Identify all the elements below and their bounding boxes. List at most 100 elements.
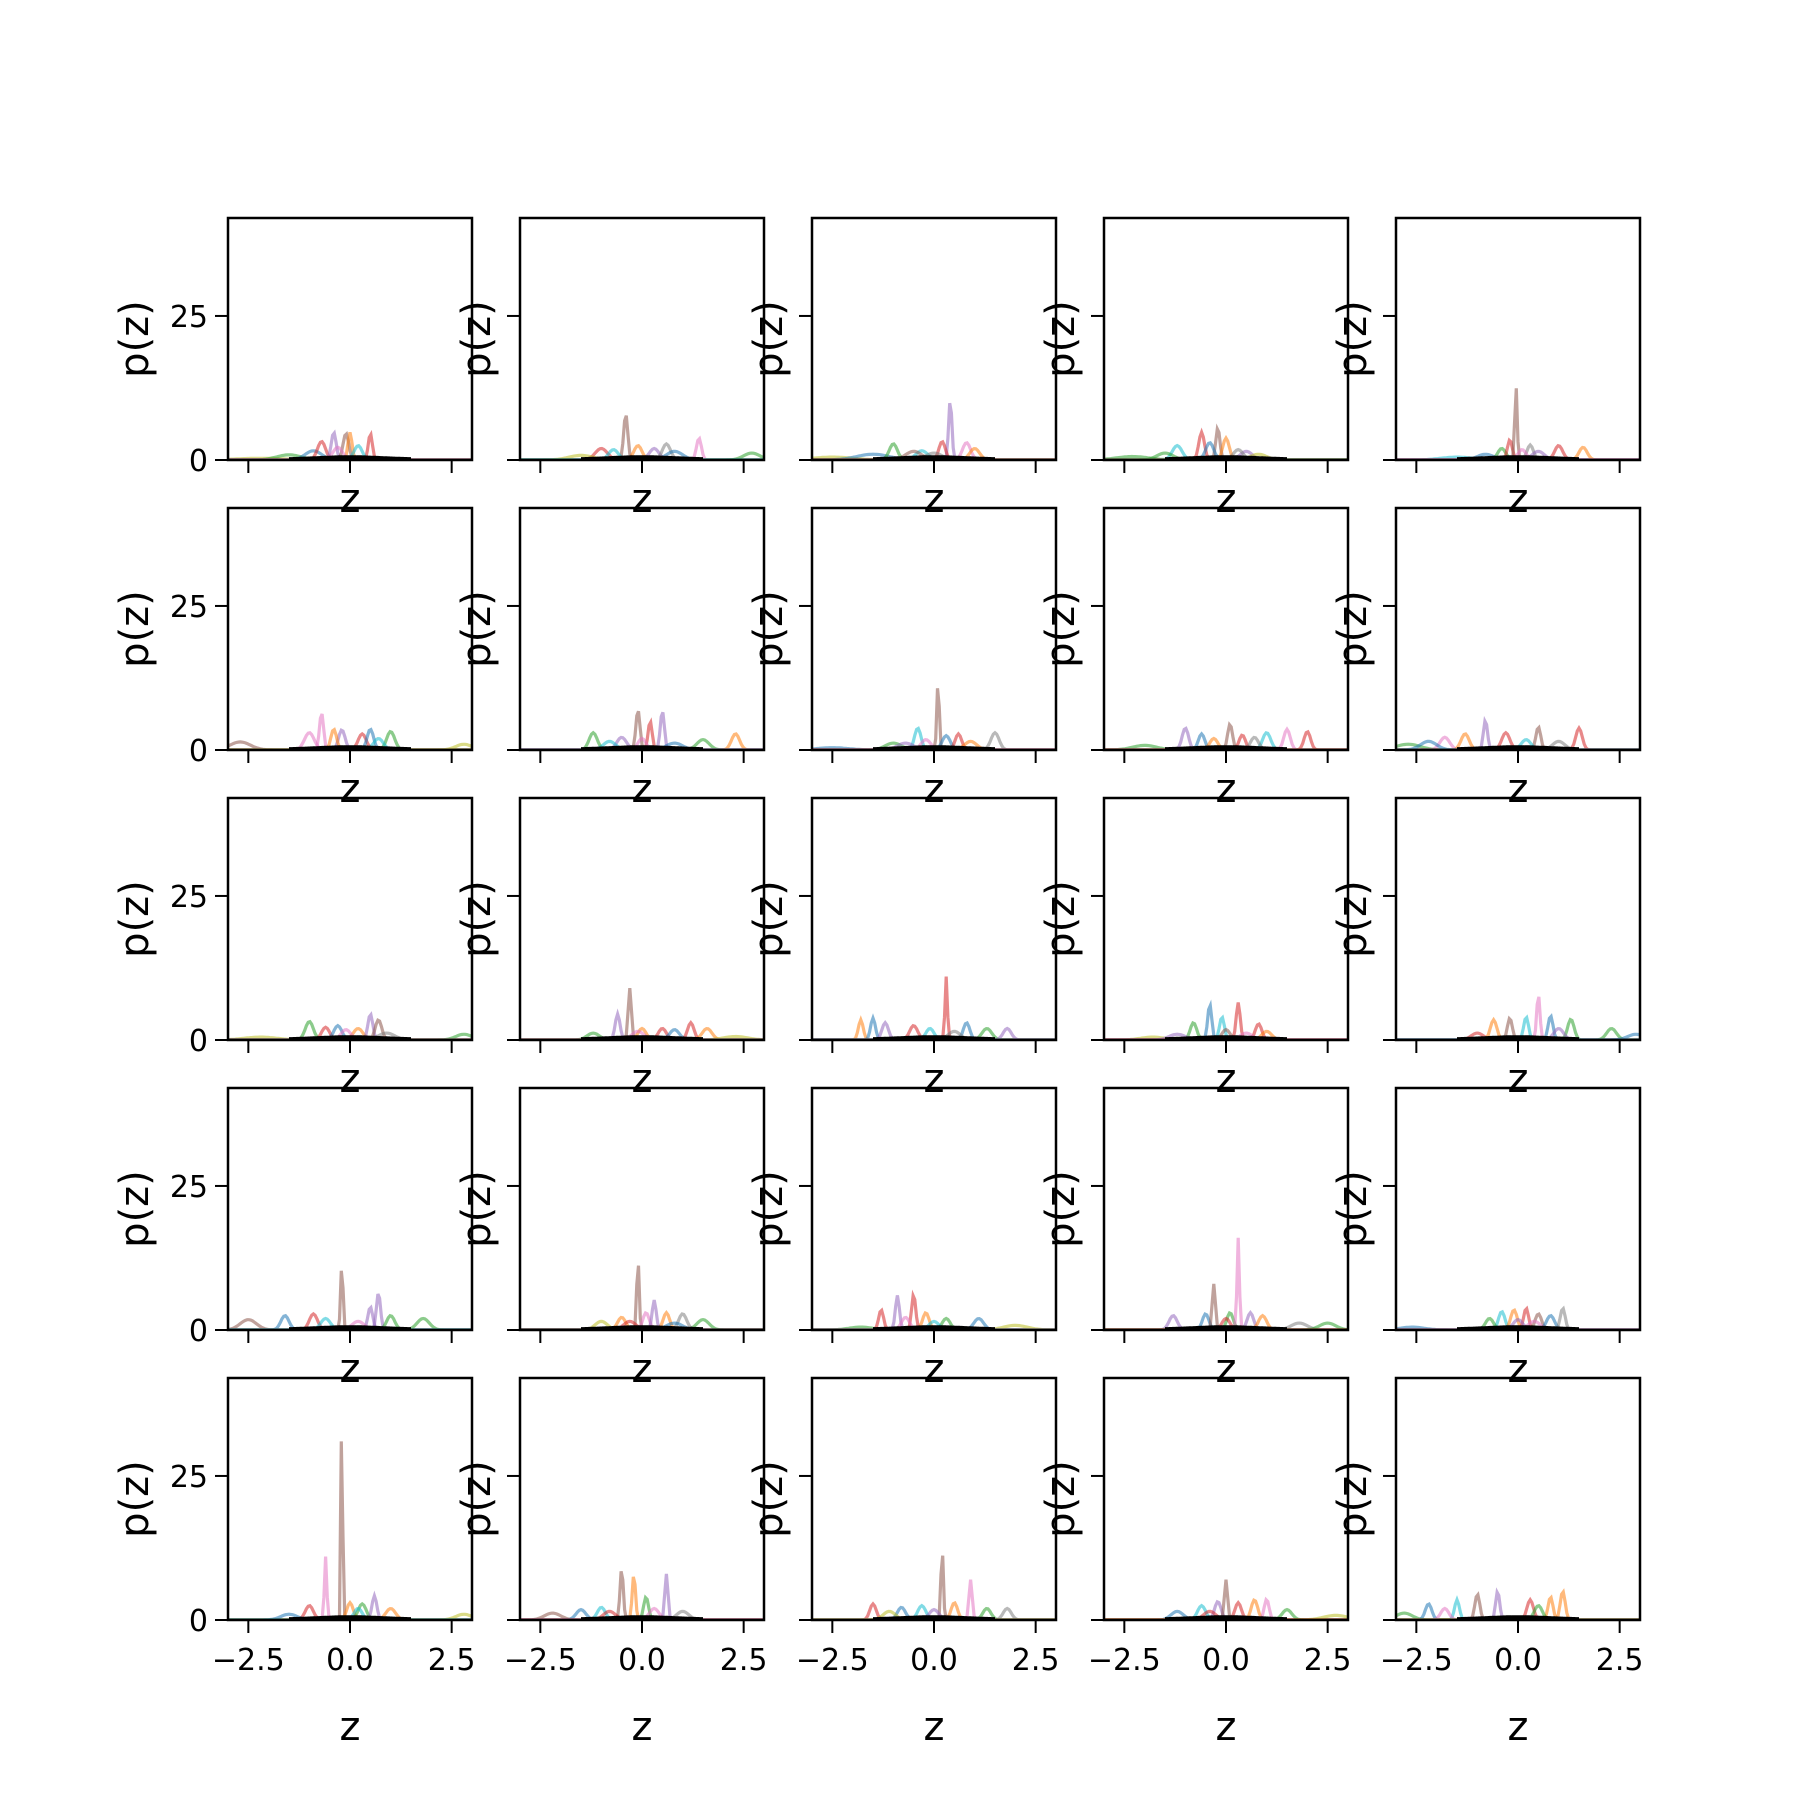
subplot-5-1: 0 25 −2.5 0.0 2.5 z p(z) bbox=[112, 1376, 476, 1750]
series-line bbox=[1396, 739, 1640, 750]
axes-frame bbox=[226, 796, 474, 1042]
x-tick-label: 0.0 bbox=[1494, 1643, 1542, 1678]
series-line bbox=[812, 451, 1056, 460]
x-axis-label: z bbox=[632, 1056, 653, 1102]
x-axis-label: z bbox=[1508, 1056, 1529, 1102]
x-tick-label: 2.5 bbox=[1304, 1643, 1352, 1678]
subplot-1-5: z p(z) bbox=[1330, 216, 1642, 522]
y-tick-label: 25 bbox=[170, 1460, 208, 1495]
series-group bbox=[1396, 1305, 1640, 1330]
axes-frame bbox=[1102, 216, 1350, 462]
subplot-1-1: 0 25 z p(z) bbox=[112, 216, 474, 522]
x-axis-label: z bbox=[1508, 766, 1529, 812]
series-group bbox=[520, 710, 764, 750]
series-line bbox=[520, 1310, 764, 1330]
series-line bbox=[1104, 1035, 1348, 1040]
x-tick-label: −2.5 bbox=[796, 1643, 869, 1678]
subplot-3-5: z p(z) bbox=[1330, 796, 1642, 1102]
series-line bbox=[1104, 1321, 1348, 1330]
y-axis-label: p(z) bbox=[112, 880, 158, 958]
x-axis-label: z bbox=[1508, 1704, 1529, 1750]
y-axis-label: p(z) bbox=[454, 1170, 500, 1248]
x-axis-label: z bbox=[1216, 1346, 1237, 1392]
subplot-2-1: 0 25 z p(z) bbox=[112, 506, 474, 812]
axes-frame bbox=[518, 506, 766, 752]
axes-frame bbox=[810, 216, 1058, 462]
axes-frame bbox=[1102, 796, 1350, 1042]
y-axis-label: p(z) bbox=[454, 590, 500, 668]
series-line bbox=[1104, 1237, 1348, 1330]
y-axis-label: p(z) bbox=[112, 590, 158, 668]
subplot-4-3: z p(z) bbox=[746, 1086, 1058, 1392]
axes-frame bbox=[518, 796, 766, 1042]
x-tick-label: 2.5 bbox=[428, 1643, 476, 1678]
series-group bbox=[1396, 1587, 1640, 1620]
series-group bbox=[520, 1570, 764, 1620]
subplot-5-5: −2.5 0.0 2.5 z p(z) bbox=[1330, 1376, 1644, 1750]
series-line bbox=[1104, 721, 1348, 750]
series-line bbox=[520, 710, 764, 750]
series-line bbox=[1396, 388, 1640, 460]
axes-frame bbox=[226, 1376, 474, 1622]
subplot-1-4: z p(z) bbox=[1038, 216, 1350, 522]
x-axis-label: z bbox=[340, 1056, 361, 1102]
series-line bbox=[1396, 447, 1640, 460]
series-line bbox=[812, 1026, 1056, 1040]
series-group bbox=[812, 1289, 1056, 1330]
subplot-3-3: z p(z) bbox=[746, 796, 1058, 1102]
subplot-4-1: 0 25 z p(z) bbox=[112, 1086, 474, 1392]
x-axis-label: z bbox=[924, 1704, 945, 1750]
subplot-2-2: z p(z) bbox=[454, 506, 766, 812]
subplot-3-1: 0 25 z p(z) bbox=[112, 796, 474, 1102]
series-line bbox=[520, 1594, 764, 1620]
subplot-1-3: z p(z) bbox=[746, 216, 1058, 522]
subplot-2-4: z p(z) bbox=[1038, 506, 1350, 812]
series-group bbox=[228, 1011, 472, 1040]
y-tick-label: 25 bbox=[170, 590, 208, 625]
series-line bbox=[520, 443, 764, 460]
series-line bbox=[1396, 735, 1640, 750]
series-line bbox=[1104, 1579, 1348, 1620]
series-group bbox=[1104, 1579, 1348, 1620]
y-axis-label: p(z) bbox=[112, 1170, 158, 1248]
x-axis-label: z bbox=[1216, 766, 1237, 812]
series-line bbox=[1104, 729, 1348, 750]
x-axis-label: z bbox=[340, 476, 361, 522]
y-axis-label: p(z) bbox=[1330, 880, 1376, 958]
axes-frame bbox=[518, 1376, 766, 1622]
subplot-5-2: −2.5 0.0 2.5 z p(z) bbox=[454, 1376, 768, 1750]
x-axis-label: z bbox=[924, 766, 945, 812]
x-axis-label: z bbox=[924, 1346, 945, 1392]
y-axis-label: p(z) bbox=[746, 590, 792, 668]
series-group bbox=[1396, 996, 1640, 1040]
series-line bbox=[1396, 996, 1640, 1040]
series-group bbox=[812, 976, 1056, 1040]
y-axis-label: p(z) bbox=[746, 300, 792, 378]
series-line bbox=[228, 1035, 472, 1040]
x-tick-label: 2.5 bbox=[720, 1643, 768, 1678]
series-line bbox=[1104, 1014, 1348, 1040]
axes-frame bbox=[810, 1376, 1058, 1622]
series-line bbox=[228, 1316, 472, 1330]
subplot-5-3: −2.5 0.0 2.5 z p(z) bbox=[746, 1376, 1060, 1750]
series-line bbox=[812, 1323, 1056, 1330]
y-axis-label: p(z) bbox=[112, 1460, 158, 1538]
series-group bbox=[228, 429, 472, 460]
subplot-4-4: z p(z) bbox=[1038, 1086, 1350, 1392]
x-tick-label: −2.5 bbox=[1088, 1643, 1161, 1678]
x-tick-label: 0.0 bbox=[618, 1643, 666, 1678]
y-tick-label: 0 bbox=[189, 1024, 208, 1059]
y-tick-label: 0 bbox=[189, 1314, 208, 1349]
y-tick-label: 25 bbox=[170, 1170, 208, 1205]
series-line bbox=[520, 1026, 764, 1040]
series-line bbox=[228, 430, 472, 460]
series-line bbox=[1104, 743, 1348, 750]
x-tick-label: −2.5 bbox=[1380, 1643, 1453, 1678]
series-line bbox=[812, 1319, 1056, 1330]
series-line bbox=[1104, 1316, 1348, 1330]
x-axis-label: z bbox=[632, 1346, 653, 1392]
series-line bbox=[812, 452, 1056, 460]
series-group bbox=[1396, 715, 1640, 750]
series-line bbox=[1104, 454, 1348, 460]
series-group bbox=[1104, 1237, 1348, 1330]
